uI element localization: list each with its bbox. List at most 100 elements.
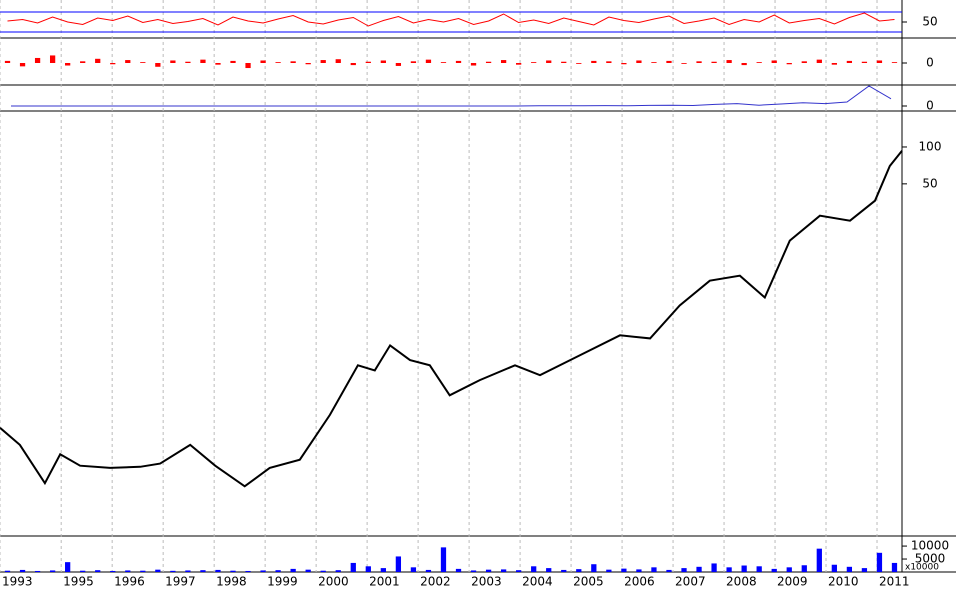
bar <box>110 570 116 572</box>
bar <box>621 568 627 572</box>
y-tick-label: 10000 <box>911 539 949 553</box>
bar <box>756 566 762 572</box>
bar <box>425 569 432 572</box>
bar <box>49 55 56 63</box>
bar <box>711 563 717 572</box>
x-tick-label: 2003 <box>471 575 502 589</box>
bar <box>771 60 777 63</box>
bar <box>681 568 687 572</box>
bar <box>786 567 792 572</box>
bar <box>440 62 447 63</box>
bar <box>876 60 883 63</box>
bar <box>531 62 537 63</box>
x-tick-label: 2004 <box>522 575 553 589</box>
bar <box>801 565 807 572</box>
bar <box>34 57 41 63</box>
bar <box>606 569 612 572</box>
bar <box>380 60 386 63</box>
bar <box>606 61 612 63</box>
x-tick-label: 1999 <box>267 575 298 589</box>
bar <box>49 570 56 572</box>
bar <box>546 568 552 572</box>
bar <box>305 569 311 572</box>
x-tick-label: 2002 <box>420 575 451 589</box>
bar <box>500 569 507 572</box>
x-tick-label: 2006 <box>624 575 655 589</box>
bar <box>786 63 792 65</box>
bar <box>561 61 567 63</box>
bar <box>275 570 281 572</box>
data-line <box>7 12 895 27</box>
bar <box>410 61 417 63</box>
bar <box>125 570 131 572</box>
bar <box>891 562 898 572</box>
bar <box>455 60 462 63</box>
bar <box>681 63 687 64</box>
bar <box>831 564 837 572</box>
bar <box>861 61 868 63</box>
bar <box>260 570 266 572</box>
bar <box>816 548 822 572</box>
bar <box>816 59 822 63</box>
bar <box>696 61 702 63</box>
bar <box>846 566 853 572</box>
bar <box>245 570 251 572</box>
bar <box>140 62 146 63</box>
bar <box>861 568 868 572</box>
bar <box>65 63 71 66</box>
bar <box>726 567 732 572</box>
bar <box>636 569 642 572</box>
bar <box>395 63 402 66</box>
bar <box>666 569 672 572</box>
bar <box>576 569 582 572</box>
x-tick-label: 2008 <box>726 575 757 589</box>
y-tick-label: 100 <box>919 139 942 153</box>
bar <box>200 59 206 63</box>
bar <box>741 63 747 66</box>
x-tick-label: 1998 <box>216 575 247 589</box>
bar <box>696 566 702 572</box>
bar <box>756 62 762 63</box>
bar <box>516 570 522 572</box>
bar <box>455 568 462 572</box>
bar <box>470 63 477 66</box>
bar <box>65 562 71 572</box>
bar <box>891 62 898 63</box>
bar <box>320 60 326 63</box>
bar <box>320 570 326 572</box>
bar <box>245 63 251 69</box>
bar <box>485 61 492 63</box>
y-tick-label: 0 <box>926 56 934 70</box>
bar <box>576 63 582 64</box>
bar <box>876 552 883 572</box>
bar <box>335 59 341 63</box>
bar <box>290 568 296 572</box>
bar <box>546 60 552 63</box>
bar <box>711 61 717 63</box>
bar <box>410 567 417 572</box>
bar <box>741 565 747 572</box>
bar <box>561 569 567 572</box>
x-tick-label: 1993 <box>2 575 33 589</box>
bar <box>95 58 101 63</box>
bar <box>395 556 402 572</box>
x-tick-label: 2011 <box>879 575 910 589</box>
bar <box>335 570 341 572</box>
bar <box>831 63 837 65</box>
bar <box>185 570 191 572</box>
bar <box>170 570 176 572</box>
x-tick-label: 2010 <box>828 575 859 589</box>
bar <box>531 566 537 572</box>
bar <box>200 570 206 572</box>
bar <box>230 60 236 63</box>
x-tick-label: 2009 <box>777 575 808 589</box>
x-tick-label: 1996 <box>114 575 145 589</box>
bar <box>125 60 131 63</box>
bar <box>516 63 522 65</box>
bar <box>425 59 432 63</box>
bar <box>80 61 86 63</box>
bar <box>290 61 296 63</box>
